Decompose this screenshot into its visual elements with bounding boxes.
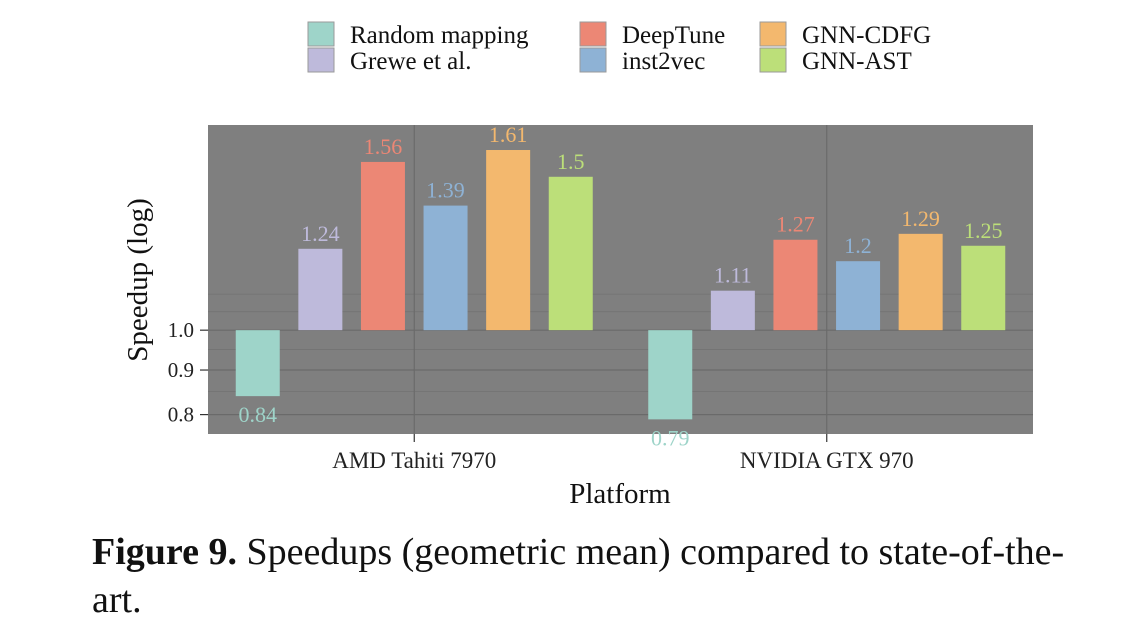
legend-label: GNN-CDFG xyxy=(802,22,931,49)
bar-value-label: 1.27 xyxy=(776,212,815,237)
legend-swatch xyxy=(307,47,335,73)
bar-value-label: 1.5 xyxy=(557,149,585,174)
grid-lines xyxy=(208,125,1033,434)
bar xyxy=(836,261,881,331)
legend-label: inst2vec xyxy=(622,48,705,75)
caption-text: Speedups (geometric mean) compared to st… xyxy=(92,531,1065,621)
legend-label: GNN-AST xyxy=(802,48,912,75)
bar xyxy=(548,176,593,331)
legend-label: Random mapping xyxy=(350,22,529,49)
bar xyxy=(648,330,693,420)
value-labels: 0.84 1.24 1.56 1.39 1.61 1.5 0.79 1.11 1.27 1.2 1.… xyxy=(239,122,1003,450)
y-axis-title: Speedup (log) xyxy=(122,198,154,362)
bar-value-label: 0.79 xyxy=(651,425,690,450)
bar xyxy=(710,290,755,331)
bar-value-label: 0.84 xyxy=(239,402,278,427)
bar-value-label: 1.39 xyxy=(426,178,465,203)
bar-value-label: 1.11 xyxy=(714,263,752,288)
legend-swatch xyxy=(307,21,335,47)
y-tick-label: 1.0 xyxy=(168,318,194,342)
x-tick-label: AMD Tahiti 7970 xyxy=(332,448,496,473)
legend-swatch xyxy=(759,21,787,47)
bar-value-label: 1.56 xyxy=(364,134,403,159)
bars xyxy=(235,150,1006,420)
bar xyxy=(961,245,1006,331)
bar xyxy=(360,161,405,331)
caption-label: Figure 9. xyxy=(92,531,237,573)
bar xyxy=(298,248,343,331)
bar-value-label: 1.2 xyxy=(844,233,872,258)
plot-panel xyxy=(208,125,1033,434)
x-axis: AMD Tahiti 7970 NVIDIA GTX 970 xyxy=(332,434,914,473)
legend-label: Grewe et al. xyxy=(350,48,471,75)
bar xyxy=(423,205,468,331)
bar xyxy=(898,233,943,331)
y-tick-label: 0.9 xyxy=(168,358,194,382)
legend-label: DeepTune xyxy=(622,22,725,49)
y-axis: 0.8 0.9 1.0 xyxy=(168,318,208,427)
bar xyxy=(486,150,531,331)
bar xyxy=(235,330,280,397)
figure-caption: Figure 9. Speedups (geometric mean) comp… xyxy=(92,528,1092,624)
x-axis-title: Platform xyxy=(569,478,671,510)
bar-value-label: 1.61 xyxy=(489,122,528,147)
y-tick-label: 0.8 xyxy=(168,403,194,427)
legend-swatch xyxy=(759,47,787,73)
legend-swatch xyxy=(579,47,607,73)
bar-value-label: 1.25 xyxy=(964,218,1003,243)
bar xyxy=(773,239,818,331)
x-tick-label: NVIDIA GTX 970 xyxy=(740,448,914,473)
bar-value-label: 1.24 xyxy=(301,221,340,246)
bar-value-label: 1.29 xyxy=(901,206,940,231)
legend-swatch xyxy=(579,21,607,47)
